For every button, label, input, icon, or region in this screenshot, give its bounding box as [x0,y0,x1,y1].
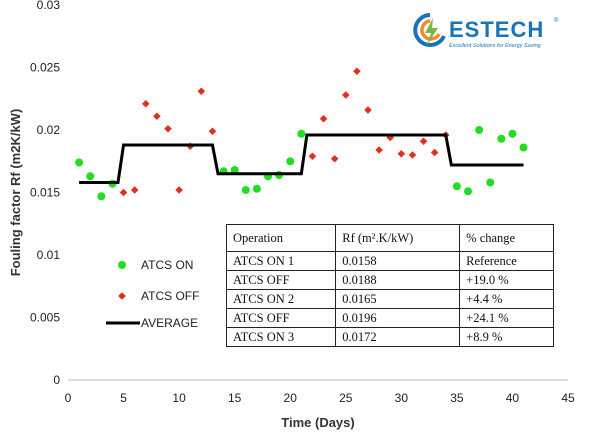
atcs-on-point [286,157,295,166]
atcs-off-point [319,114,328,123]
y-tick-label: 0.025 [30,61,60,75]
y-tick-label: 0.01 [37,248,61,262]
y-tick-label: 0.02 [37,123,61,137]
atcs-off-point [353,67,361,76]
table-cell-change: Reference [459,251,554,271]
table-cell-rf: 0.0158 [335,251,461,271]
atcs-off-point [308,152,317,161]
table-cell-change: +19.0 % [459,270,554,290]
atcs-off-point [419,137,428,146]
logo-tagline: Excellent Solutions for Energy Saving [449,43,541,49]
atcs-off-point [197,87,206,96]
logo-registered-mark: ® [554,18,559,24]
atcs-off-point [164,124,172,133]
estech-logo: ESTECH ® Excellent Solutions for Energy … [413,12,563,58]
table-header-row: Operation Rf (m².K/kW) % change [225,224,554,252]
x-tick-label: 35 [450,391,464,405]
atcs-on-point [486,178,495,187]
atcs-on-point [508,129,517,138]
y-axis-ticks: 0 0.005 0.01 0.015 0.02 0.025 0.03 [30,0,60,387]
table-cell-operation: ATCS ON 3 [225,327,337,347]
legend: ATCS ON ATCS OFF AVERAGE [106,258,199,330]
y-tick-label: 0 [53,373,60,387]
operation-rf-table: Operation Rf (m².K/kW) % change ATCS ON … [225,224,554,347]
table-cell-rf: 0.0172 [335,327,461,347]
atcs-off-point [364,106,372,114]
series-layer [75,67,528,201]
table-cell-operation: ATCS OFF [225,270,337,290]
y-tick-label: 0.03 [37,0,61,12]
table-cell-rf: 0.0196 [335,308,461,328]
table-cell-rf: 0.0188 [335,270,461,290]
x-axis-title: Time (Days) [281,415,354,430]
atcs-off-point [175,186,183,194]
legend-average-label: AVERAGE [141,316,198,330]
table-row: ATCS ON 1 0.0158 Reference [225,251,554,271]
x-tick-label: 5 [120,391,127,405]
atcs-off-point [408,151,417,159]
atcs-off-point [119,188,128,197]
y-axis-title: Fouling factor Rf (m2K/kW) [8,109,23,277]
x-axis-ticks: 0 5 10 15 20 25 30 35 40 45 [65,391,575,405]
table-header-operation: Operation [225,224,337,252]
atcs-on-point [241,186,250,194]
table-cell-change: +24.1 % [459,308,554,328]
atcs-off-point [130,186,139,194]
table-header-change: % change [459,224,554,252]
atcs-off-point [430,148,439,157]
atcs-on-point [75,158,84,167]
x-tick-label: 30 [395,391,409,405]
atcs-on-point [519,143,528,152]
atcs-off-point [141,99,150,108]
table-cell-operation: ATCS ON 2 [225,289,337,309]
x-tick-label: 15 [228,391,242,405]
atcs-off-point [375,146,383,154]
logo-wordmark: ESTECH [449,17,545,42]
estech-logo-icon [413,13,446,47]
atcs-on-point [97,192,106,201]
x-tick-label: 0 [65,391,72,405]
atcs-off-point [208,127,217,136]
table-cell-change: +4.4 % [459,289,554,309]
atcs-on-point [475,126,484,134]
average-line [79,133,524,184]
y-tick-label: 0.005 [30,311,60,325]
atcs-off-point [330,154,339,163]
x-tick-label: 40 [506,391,520,405]
legend-atcs-on-label: ATCS ON [141,258,193,272]
y-tick-label: 0.015 [30,186,60,200]
atcs-on-point [230,166,239,174]
x-tick-label: 20 [284,391,298,405]
table-header-rf: Rf (m².K/kW) [335,224,461,252]
table-cell-operation: ATCS ON 1 [225,251,337,271]
legend-atcs-off-label: ATCS OFF [141,289,199,303]
atcs-off-point [153,112,161,121]
atcs-off-point [397,149,406,158]
table-cell-rf: 0.0165 [335,289,461,309]
x-tick-label: 45 [561,391,575,405]
legend-atcs-off-marker [118,292,126,300]
table-row: ATCS OFF 0.0188 +19.0 % [225,270,554,290]
x-tick-label: 10 [172,391,186,405]
atcs-off-point [341,91,350,99]
table-row: ATCS OFF 0.0196 +24.1 % [225,308,554,328]
table-cell-operation: ATCS OFF [225,308,337,328]
atcs-on-point [297,129,306,138]
table-cell-change: +8.9 % [459,327,554,347]
atcs-on-point [464,187,472,196]
atcs-on-point [252,184,261,193]
table-row: ATCS ON 3 0.0172 +8.9 % [225,327,554,347]
atcs-on-point [86,172,95,181]
legend-atcs-on-marker [118,261,126,269]
atcs-on-point [497,134,506,143]
atcs-on-point [452,182,461,191]
table-row: ATCS ON 2 0.0165 +4.4 % [225,289,554,309]
x-tick-label: 25 [339,391,353,405]
